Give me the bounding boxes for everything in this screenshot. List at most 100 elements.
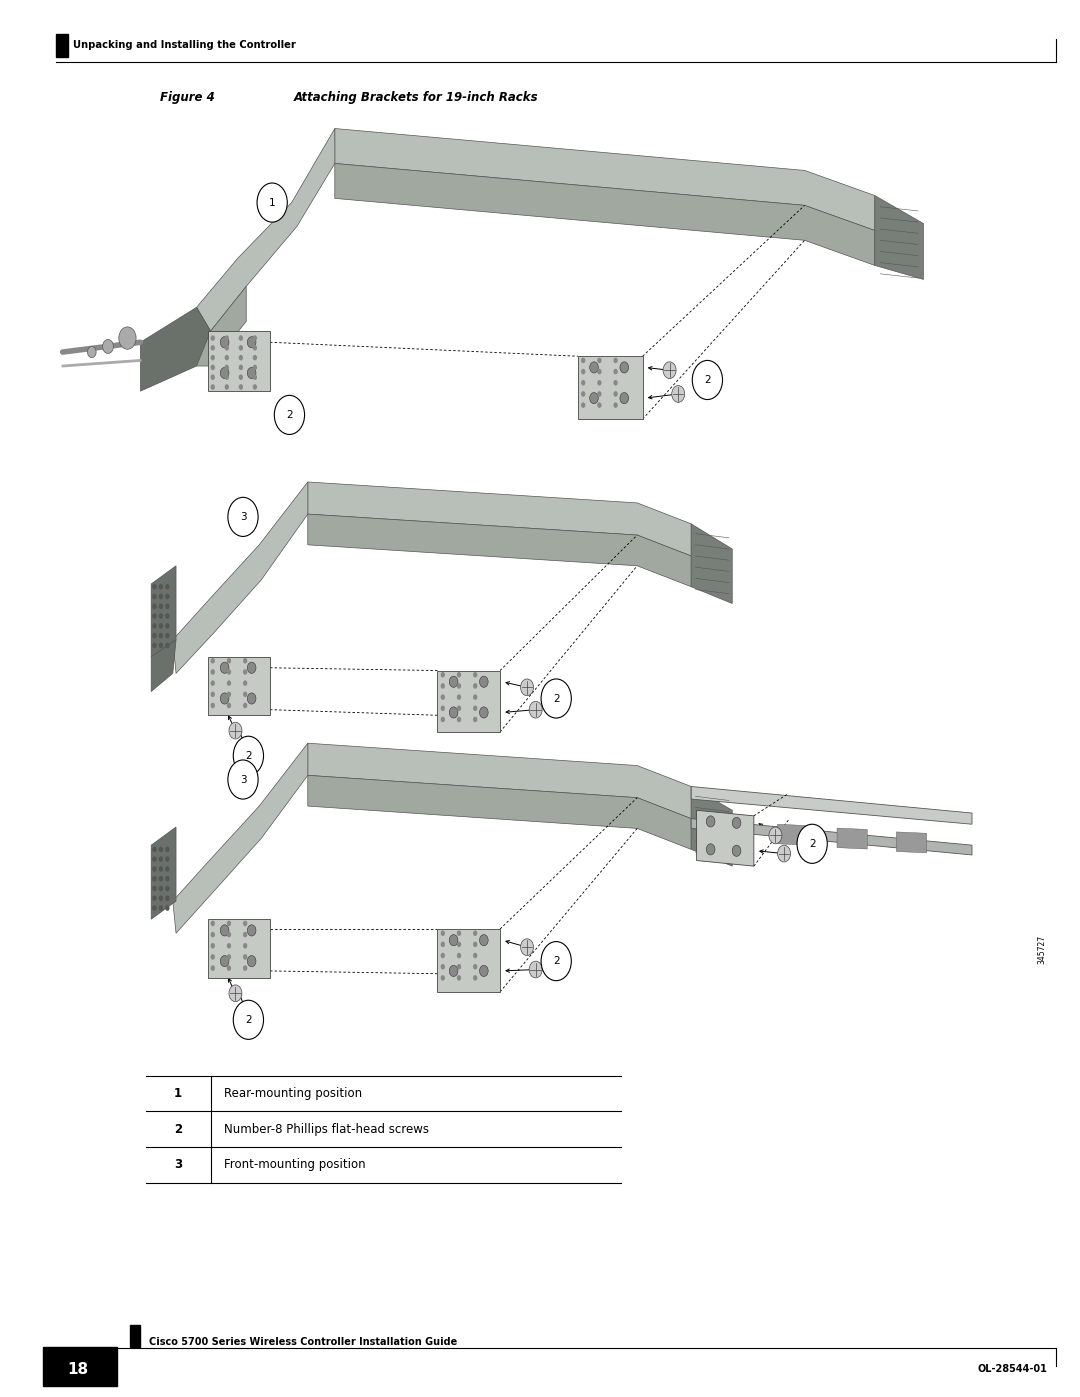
Circle shape xyxy=(441,975,445,981)
Polygon shape xyxy=(437,671,500,732)
Circle shape xyxy=(152,623,157,629)
Circle shape xyxy=(769,827,782,844)
Circle shape xyxy=(211,374,215,380)
Text: 2: 2 xyxy=(286,409,293,420)
Circle shape xyxy=(243,692,247,697)
Circle shape xyxy=(211,345,215,351)
Polygon shape xyxy=(697,810,754,866)
Circle shape xyxy=(441,953,445,958)
Circle shape xyxy=(253,374,257,380)
Circle shape xyxy=(220,337,229,348)
Circle shape xyxy=(165,856,170,862)
Circle shape xyxy=(247,925,256,936)
Circle shape xyxy=(692,360,723,400)
Circle shape xyxy=(211,943,215,949)
Circle shape xyxy=(581,358,585,363)
Circle shape xyxy=(253,355,257,360)
Circle shape xyxy=(165,847,170,852)
Circle shape xyxy=(473,930,477,936)
Circle shape xyxy=(152,584,157,590)
Circle shape xyxy=(581,391,585,397)
Circle shape xyxy=(159,895,163,901)
Polygon shape xyxy=(837,828,867,849)
Circle shape xyxy=(480,676,488,687)
Circle shape xyxy=(152,613,157,619)
Circle shape xyxy=(227,932,231,937)
Circle shape xyxy=(672,386,685,402)
Circle shape xyxy=(165,643,170,648)
Polygon shape xyxy=(437,929,500,992)
Polygon shape xyxy=(140,307,211,391)
Circle shape xyxy=(227,943,231,949)
Circle shape xyxy=(159,633,163,638)
Circle shape xyxy=(732,845,741,856)
Polygon shape xyxy=(208,919,270,978)
Circle shape xyxy=(480,965,488,977)
Circle shape xyxy=(227,921,231,926)
Circle shape xyxy=(165,623,170,629)
Circle shape xyxy=(253,345,257,351)
Circle shape xyxy=(239,365,243,370)
Circle shape xyxy=(253,384,257,390)
Circle shape xyxy=(211,365,215,370)
Circle shape xyxy=(449,707,458,718)
Circle shape xyxy=(159,594,163,599)
Circle shape xyxy=(274,395,305,434)
Circle shape xyxy=(541,679,571,718)
Circle shape xyxy=(211,965,215,971)
Polygon shape xyxy=(151,566,176,657)
Polygon shape xyxy=(778,824,808,845)
Circle shape xyxy=(247,337,256,348)
Circle shape xyxy=(159,866,163,872)
Circle shape xyxy=(457,975,461,981)
Circle shape xyxy=(240,740,253,757)
Circle shape xyxy=(620,362,629,373)
Circle shape xyxy=(227,692,231,697)
Circle shape xyxy=(228,497,258,536)
Circle shape xyxy=(597,402,602,408)
Text: 2: 2 xyxy=(553,693,559,704)
Circle shape xyxy=(225,365,229,370)
Circle shape xyxy=(220,925,229,936)
Circle shape xyxy=(441,717,445,722)
Circle shape xyxy=(597,391,602,397)
Text: Unpacking and Installing the Controller: Unpacking and Installing the Controller xyxy=(73,41,296,50)
Circle shape xyxy=(597,369,602,374)
Circle shape xyxy=(473,975,477,981)
Circle shape xyxy=(581,369,585,374)
Circle shape xyxy=(152,905,157,911)
Text: 2: 2 xyxy=(553,956,559,967)
Circle shape xyxy=(225,374,229,380)
Polygon shape xyxy=(208,331,270,391)
Circle shape xyxy=(243,703,247,708)
Circle shape xyxy=(165,905,170,911)
Circle shape xyxy=(165,886,170,891)
Text: Rear-mounting position: Rear-mounting position xyxy=(224,1087,362,1099)
Circle shape xyxy=(457,694,461,700)
Text: OL-28544-01: OL-28544-01 xyxy=(977,1363,1048,1375)
Polygon shape xyxy=(875,196,923,279)
Circle shape xyxy=(473,953,477,958)
Circle shape xyxy=(152,633,157,638)
Text: 2: 2 xyxy=(245,750,252,761)
Circle shape xyxy=(732,817,741,828)
Circle shape xyxy=(243,932,247,937)
Circle shape xyxy=(441,964,445,970)
Circle shape xyxy=(159,856,163,862)
Circle shape xyxy=(257,183,287,222)
Polygon shape xyxy=(308,775,691,849)
Polygon shape xyxy=(335,129,875,231)
Circle shape xyxy=(227,954,231,960)
Text: Number-8 Phillips flat-head screws: Number-8 Phillips flat-head screws xyxy=(224,1123,429,1136)
Circle shape xyxy=(613,391,618,397)
Bar xyxy=(56,35,68,57)
Circle shape xyxy=(152,594,157,599)
Circle shape xyxy=(247,662,256,673)
Circle shape xyxy=(159,613,163,619)
Circle shape xyxy=(590,362,598,373)
Polygon shape xyxy=(308,743,691,819)
Circle shape xyxy=(152,856,157,862)
Circle shape xyxy=(165,866,170,872)
Circle shape xyxy=(706,844,715,855)
Circle shape xyxy=(521,939,534,956)
